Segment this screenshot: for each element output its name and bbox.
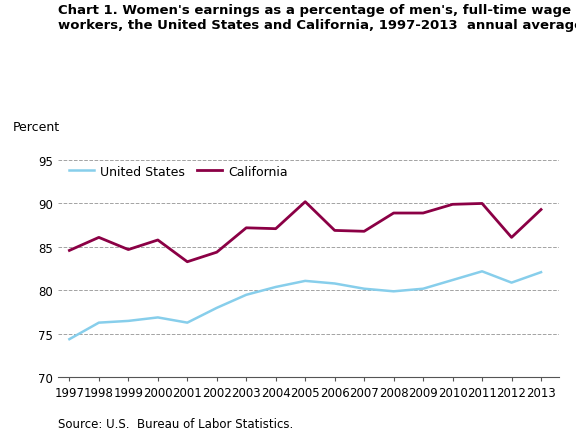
Text: Percent: Percent [13,121,60,134]
Legend: United States, California: United States, California [64,161,293,183]
United States [154,315,161,320]
California [243,226,250,231]
California [479,201,486,207]
California [390,211,397,216]
California [331,228,338,233]
Line: United States: United States [69,272,541,339]
United States [272,285,279,290]
California [96,235,103,240]
United States [361,286,367,292]
California [508,235,515,240]
California [449,202,456,207]
California [213,250,220,255]
United States [243,293,250,298]
California [272,227,279,232]
Text: Source: U.S.  Bureau of Labor Statistics.: Source: U.S. Bureau of Labor Statistics. [58,417,293,430]
United States [96,320,103,326]
United States [66,337,73,342]
Line: California: California [69,202,541,262]
California [302,200,309,205]
United States [508,280,515,286]
California [154,238,161,243]
United States [449,278,456,283]
United States [125,319,132,324]
United States [420,286,427,292]
United States [537,270,544,275]
United States [213,306,220,311]
United States [184,320,191,326]
Text: Chart 1. Women's earnings as a percentage of men's, full-time wage and salary
wo: Chart 1. Women's earnings as a percentag… [58,4,576,32]
United States [390,289,397,294]
United States [479,269,486,274]
California [66,248,73,253]
California [537,207,544,213]
California [125,247,132,253]
United States [331,281,338,286]
California [184,260,191,265]
California [420,211,427,216]
California [361,229,367,234]
United States [302,279,309,284]
